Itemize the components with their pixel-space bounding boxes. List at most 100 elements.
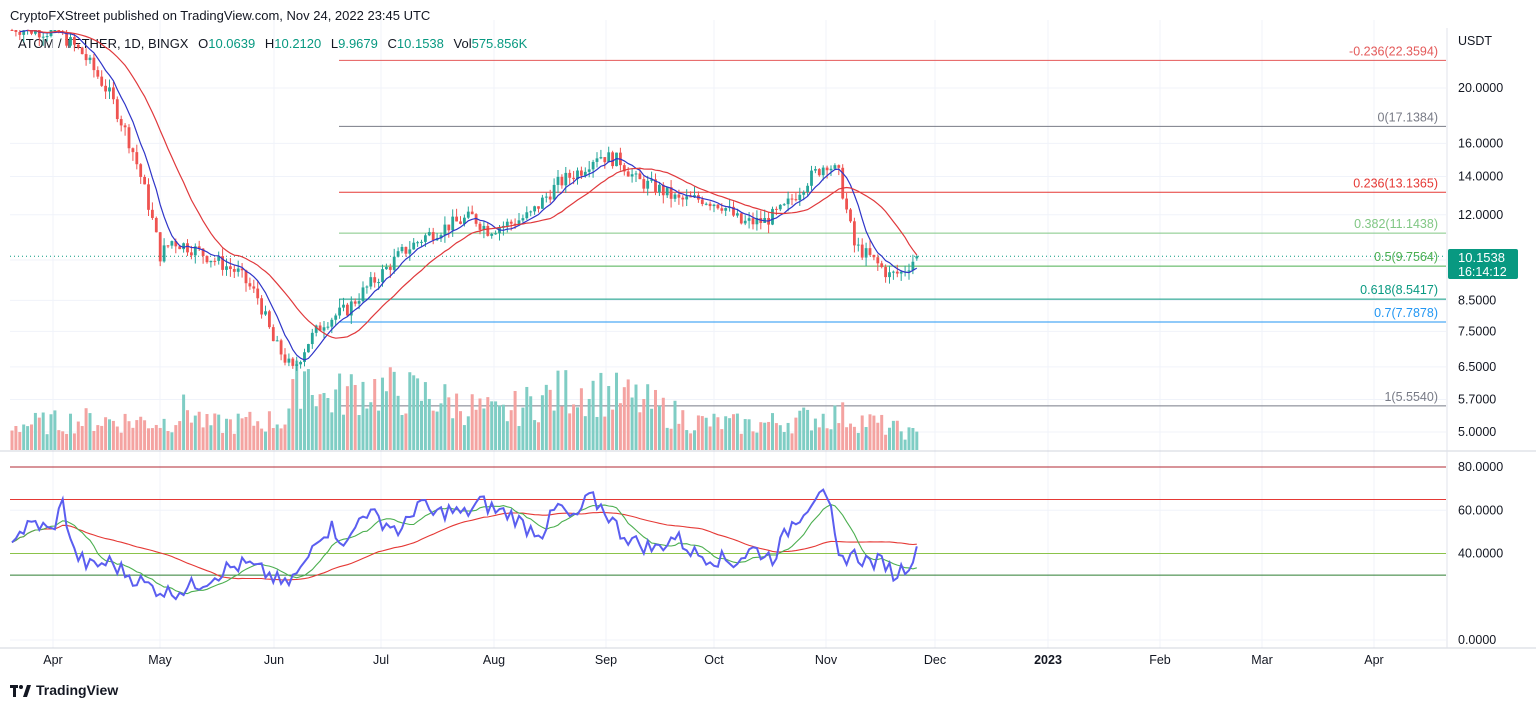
volume-bar bbox=[283, 424, 287, 450]
symbol-name[interactable]: ATOM / TETHER, 1D, BINGX bbox=[18, 36, 189, 51]
candle-body bbox=[775, 208, 778, 210]
volume-bar bbox=[49, 414, 53, 450]
candle bbox=[209, 260, 213, 268]
volume-bar bbox=[310, 394, 314, 450]
candle-body bbox=[533, 206, 536, 212]
month-tick: May bbox=[148, 653, 172, 667]
candle-body bbox=[158, 232, 162, 262]
volume-bar bbox=[416, 378, 420, 450]
volume-bar bbox=[57, 430, 61, 450]
candle-body bbox=[439, 235, 443, 239]
volume-value: 575.856K bbox=[471, 36, 528, 51]
bar-countdown: 16:14:12 bbox=[1458, 265, 1507, 279]
candle bbox=[868, 240, 872, 257]
volume-bar bbox=[92, 430, 96, 450]
candle bbox=[291, 357, 295, 369]
volume-bar bbox=[18, 432, 22, 450]
candle bbox=[646, 175, 650, 196]
month-tick: Mar bbox=[1251, 653, 1273, 667]
candle bbox=[365, 285, 369, 294]
candle-body bbox=[178, 246, 182, 250]
volume-bar bbox=[267, 411, 271, 450]
candle bbox=[162, 238, 166, 263]
candle bbox=[798, 187, 802, 206]
tradingview-brand[interactable]: TradingView bbox=[10, 682, 118, 698]
fib-label: 0.7(7.7878) bbox=[1374, 306, 1438, 320]
candle bbox=[899, 270, 903, 281]
volume-bar bbox=[345, 386, 349, 450]
volume-bar bbox=[470, 394, 474, 450]
candle-body bbox=[654, 179, 657, 193]
candle bbox=[650, 171, 653, 183]
volume-bar bbox=[568, 413, 572, 450]
candle bbox=[41, 32, 45, 46]
volume-bar bbox=[564, 370, 568, 450]
candle bbox=[154, 216, 158, 233]
volume-bar bbox=[650, 408, 654, 450]
candle-body bbox=[872, 254, 876, 258]
month-tick: Aug bbox=[483, 653, 505, 667]
publisher-line: CryptoFXStreet published on TradingView.… bbox=[10, 8, 431, 23]
volume-bar bbox=[404, 413, 408, 450]
volume-bar bbox=[260, 428, 264, 450]
candle-body bbox=[34, 30, 37, 34]
rsi-line bbox=[11, 488, 918, 601]
volume-bar bbox=[829, 429, 833, 450]
volume-bar bbox=[603, 416, 607, 450]
candle bbox=[404, 246, 408, 257]
candle bbox=[821, 165, 825, 181]
candle bbox=[607, 146, 611, 163]
volume-bar bbox=[712, 413, 716, 450]
candle bbox=[143, 174, 146, 185]
candle-body bbox=[197, 246, 201, 249]
candle bbox=[151, 202, 154, 220]
candle bbox=[217, 251, 221, 265]
candle bbox=[556, 170, 560, 194]
volume-bar bbox=[724, 416, 728, 450]
volume-bar bbox=[279, 428, 283, 450]
candle-body bbox=[888, 272, 891, 278]
volume-bar bbox=[84, 408, 88, 450]
candle-body bbox=[650, 179, 653, 181]
volume-bar bbox=[634, 384, 638, 450]
volume-bar bbox=[572, 404, 576, 450]
volume-bar bbox=[560, 406, 564, 450]
volume-bar bbox=[264, 431, 267, 450]
candle-body bbox=[482, 225, 486, 230]
candle-body bbox=[388, 266, 392, 270]
volume-bar bbox=[825, 428, 829, 450]
candle bbox=[478, 221, 482, 235]
grid-lines bbox=[0, 20, 1536, 649]
volume-bar bbox=[182, 394, 186, 450]
candle-body bbox=[57, 30, 61, 32]
candle-body bbox=[420, 241, 423, 243]
candle bbox=[80, 46, 84, 55]
candle bbox=[599, 149, 603, 160]
volume-bar bbox=[852, 426, 856, 450]
volume-bar bbox=[22, 424, 26, 450]
volume-bar bbox=[708, 426, 712, 450]
volume-bar bbox=[849, 423, 852, 450]
candle-body bbox=[143, 176, 146, 185]
candle-body bbox=[396, 251, 400, 257]
candle bbox=[743, 215, 747, 226]
candle-body bbox=[349, 301, 353, 316]
volume-bar bbox=[100, 425, 104, 450]
volume-bar bbox=[303, 371, 306, 450]
candle-body bbox=[505, 221, 509, 226]
volume-bar bbox=[888, 427, 891, 450]
candle bbox=[669, 180, 673, 208]
volume-bar bbox=[166, 431, 170, 450]
candle bbox=[880, 260, 884, 269]
candle-body bbox=[431, 232, 435, 241]
candle-body bbox=[895, 271, 899, 274]
candle-body bbox=[817, 169, 821, 176]
fibonacci-retracement: -0.236(22.3594) 0(17.1384) 0.236(13.1365) 0… bbox=[10, 44, 1446, 407]
volume-bar bbox=[548, 389, 552, 450]
candle-body bbox=[892, 271, 895, 273]
volume-bar bbox=[478, 398, 482, 450]
candle bbox=[135, 144, 139, 170]
candle bbox=[673, 192, 677, 202]
volume-bar bbox=[884, 434, 888, 450]
